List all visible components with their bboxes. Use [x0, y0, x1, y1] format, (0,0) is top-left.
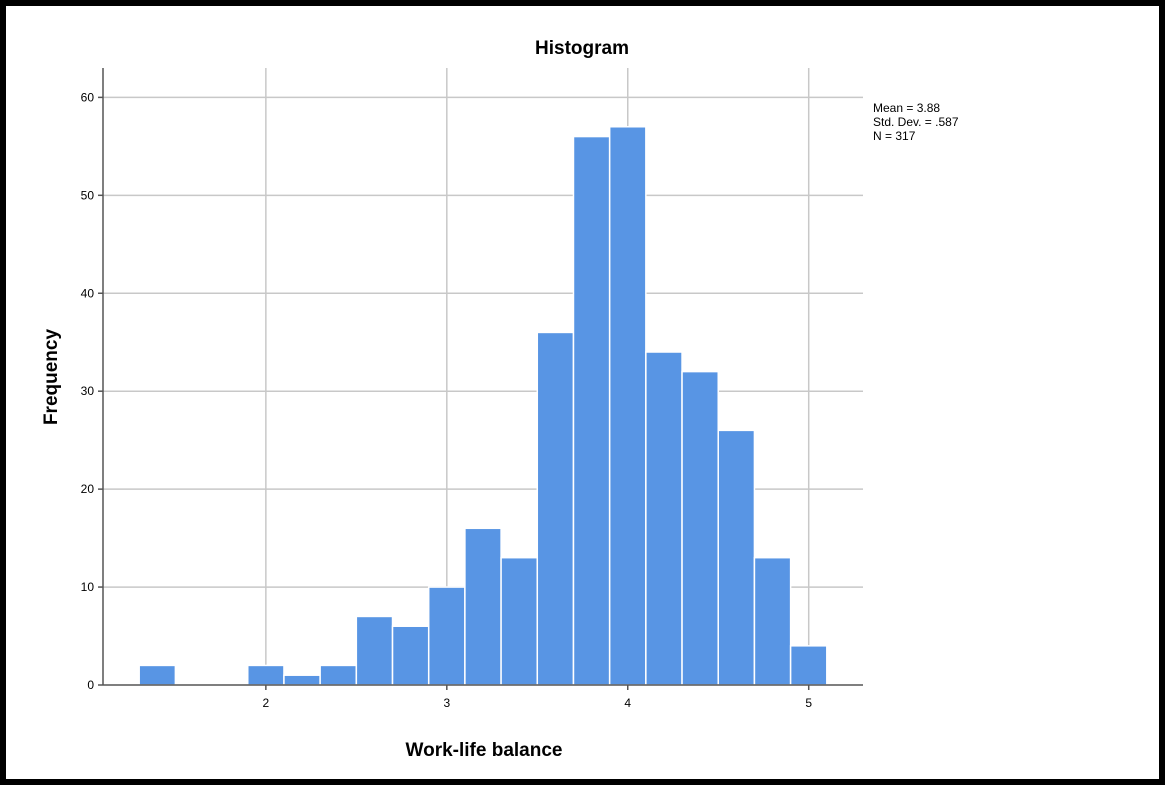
y-tick-label-20: 20	[81, 482, 95, 496]
x-tick-label-3: 3	[443, 696, 450, 710]
histogram-bar-10	[500, 556, 539, 686]
y-axis-title: Frequency	[41, 329, 62, 426]
x-tick-label-5: 5	[805, 696, 812, 710]
x-tick-label-2: 2	[263, 696, 270, 710]
histogram-bar-8	[427, 586, 466, 686]
histogram-bar-9	[464, 527, 502, 686]
histogram-bar-18	[789, 645, 828, 686]
histogram-bar-3	[247, 664, 285, 686]
histogram-bar-13	[608, 126, 647, 686]
y-tick-label-50: 50	[81, 188, 95, 202]
histogram-bar-16	[717, 429, 756, 686]
histogram-bar-14	[645, 351, 683, 686]
y-tick-label-60: 60	[81, 90, 95, 104]
y-tick-label-40: 40	[81, 286, 95, 300]
histogram-bar-5	[319, 664, 358, 686]
histogram-bar-0	[138, 664, 177, 686]
histogram-bar-17	[753, 556, 792, 686]
y-tick-label-0: 0	[87, 678, 94, 692]
histogram-bar-15	[681, 370, 719, 686]
tick-labels: 0 10 20 30 40 50 60 2 3 4 5	[81, 90, 813, 710]
axes	[98, 68, 863, 690]
stats-box: Mean = 3.88 Std. Dev. = .587 N = 317	[873, 101, 959, 143]
histogram-bar-6	[355, 615, 394, 686]
stats-mean: Mean = 3.88	[873, 101, 940, 115]
y-tick-label-10: 10	[81, 580, 95, 594]
histogram-bar-4	[283, 674, 321, 686]
histogram-bars	[138, 126, 828, 686]
histogram-bar-12	[572, 135, 611, 686]
histogram-bar-11	[536, 331, 575, 686]
x-tick-label-4: 4	[624, 696, 631, 710]
histogram-bar-7	[391, 625, 430, 686]
y-tick-label-30: 30	[81, 384, 95, 398]
stats-n: N = 317	[873, 129, 916, 143]
x-axis-title: Work-life balance	[406, 740, 563, 761]
stats-std-dev: Std. Dev. = .587	[873, 115, 959, 129]
chart-title: Histogram	[535, 38, 629, 59]
